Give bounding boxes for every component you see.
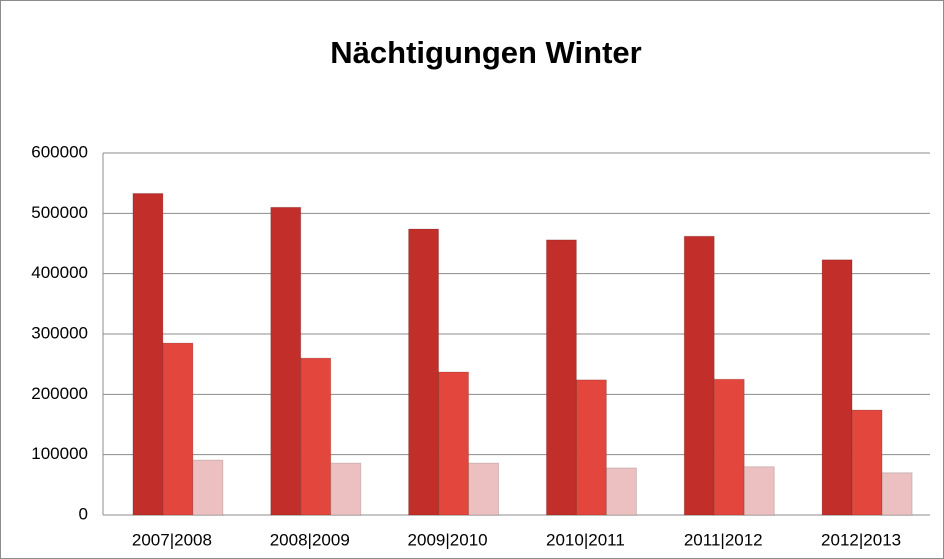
bar	[683, 235, 715, 516]
bar	[438, 371, 470, 516]
x-tick-label: 2008|2009	[270, 530, 350, 549]
bar	[192, 459, 224, 516]
bar	[132, 192, 164, 516]
y-tick-label: 200000	[31, 384, 88, 403]
bar	[545, 239, 577, 516]
y-tick-label: 0	[79, 504, 88, 523]
bar	[605, 467, 637, 516]
y-tick-label: 500000	[31, 203, 88, 222]
x-tick-label: 2010|2011	[546, 530, 625, 549]
x-tick-label: 2007|2008	[132, 530, 212, 549]
bar	[300, 357, 332, 516]
y-tick-label: 100000	[31, 444, 88, 463]
y-tick-label: 600000	[31, 142, 88, 161]
bar	[881, 472, 913, 516]
bar	[851, 409, 883, 516]
bar	[330, 462, 362, 516]
bar	[743, 466, 775, 516]
bar	[713, 378, 745, 516]
bar	[408, 228, 440, 516]
y-tick-label: 300000	[31, 323, 88, 342]
bar	[270, 206, 302, 516]
x-tick-label: 2011|2012	[684, 530, 763, 549]
y-tick-label: 400000	[31, 263, 88, 282]
x-tick-label: 2009|2010	[408, 530, 488, 549]
bar	[821, 259, 853, 516]
bar	[575, 379, 607, 516]
bar	[162, 342, 194, 516]
x-tick-label: 2012|2013	[821, 530, 901, 549]
chart-title: Nächtigungen Winter	[330, 35, 641, 70]
bar	[468, 462, 500, 516]
